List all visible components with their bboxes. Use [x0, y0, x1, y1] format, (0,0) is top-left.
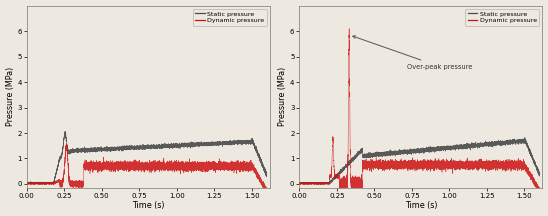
- Y-axis label: Pressure (MPa): Pressure (MPa): [278, 67, 287, 126]
- X-axis label: Time (s): Time (s): [404, 202, 437, 210]
- Y-axis label: Pressure (MPa): Pressure (MPa): [5, 67, 15, 126]
- Legend: Static pressure, Dynamic pressure: Static pressure, Dynamic pressure: [193, 9, 267, 26]
- Legend: Static pressure, Dynamic pressure: Static pressure, Dynamic pressure: [465, 9, 539, 26]
- X-axis label: Time (s): Time (s): [132, 202, 164, 210]
- Text: Over-peak pressure: Over-peak pressure: [353, 36, 473, 70]
